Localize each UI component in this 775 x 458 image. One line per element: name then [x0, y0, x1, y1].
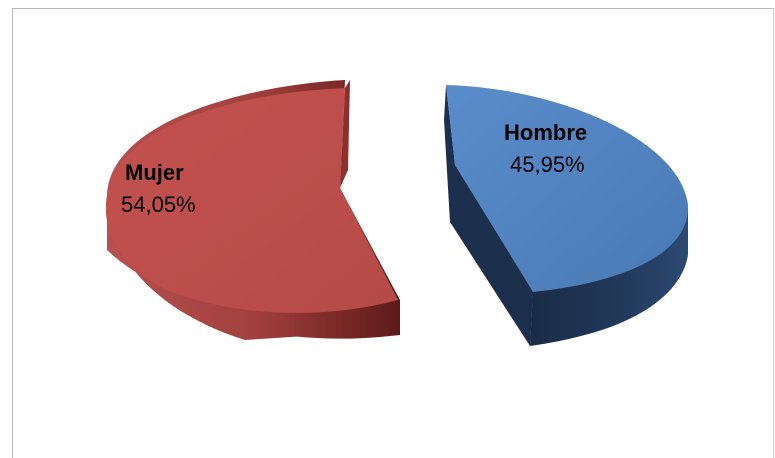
- label-mujer-name: Mujer: [125, 160, 184, 185]
- label-mujer-value: 54,05%: [121, 192, 196, 217]
- slice-hombre-cut-face: [444, 85, 533, 346]
- slice-mujer: [105, 80, 401, 340]
- label-hombre-value: 45,95%: [510, 152, 585, 177]
- slice-mujer-cut-face: [340, 80, 350, 188]
- slice-hombre-top: [446, 85, 689, 292]
- slice-mujer-front-wall: [107, 200, 400, 339]
- label-hombre-name: Hombre: [504, 120, 587, 145]
- slice-mujer-top: [105, 88, 398, 313]
- slice-hombre: [444, 85, 689, 346]
